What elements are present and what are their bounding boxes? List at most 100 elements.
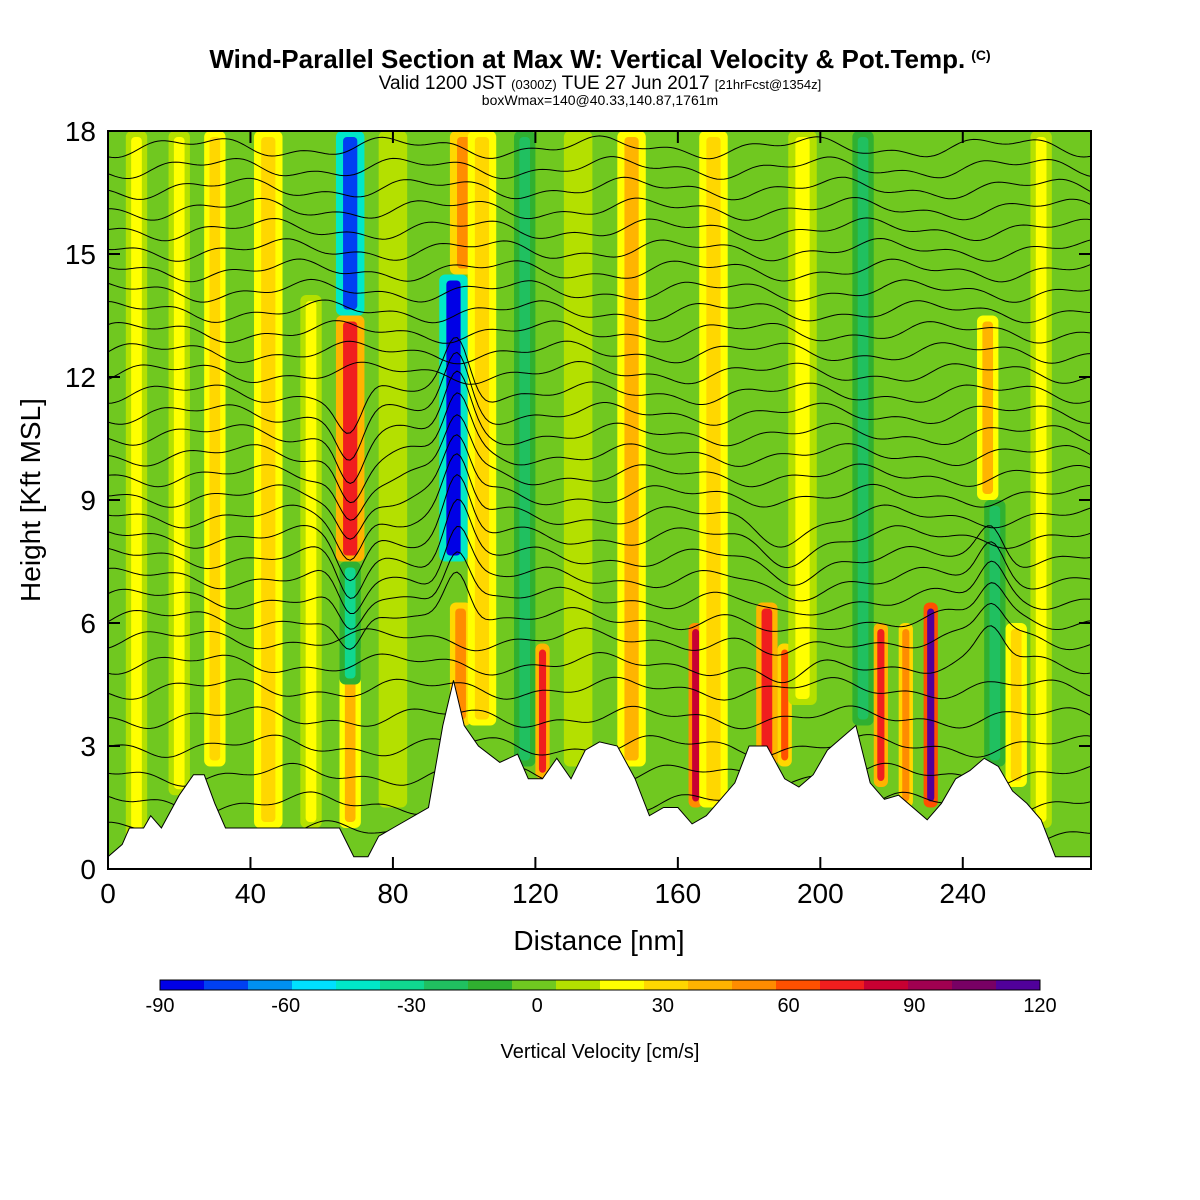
velocity-feature xyxy=(902,629,910,802)
colorbar-swatch xyxy=(864,980,908,990)
colorbar-swatch xyxy=(424,980,468,990)
velocity-feature xyxy=(261,137,276,822)
valid-utc: (0300Z) xyxy=(511,77,557,92)
colorbar-swatch xyxy=(644,980,688,990)
x-tick-label: 200 xyxy=(797,878,844,909)
theta-contour-line xyxy=(108,498,1091,599)
colorbar-swatch xyxy=(556,980,600,990)
y-tick-label: 15 xyxy=(65,239,96,270)
velocity-feature xyxy=(455,608,466,720)
colorbar-swatch xyxy=(468,980,512,990)
theta-contour-line xyxy=(108,625,1091,684)
forecast-info: [21hrFcst@1354z] xyxy=(714,77,822,92)
x-tick-label: 160 xyxy=(654,878,701,909)
y-tick-label: 12 xyxy=(65,362,96,393)
colorbar-swatch xyxy=(776,980,820,990)
velocity-feature xyxy=(209,137,221,761)
velocity-feature xyxy=(927,608,935,802)
theta-contour-line xyxy=(108,525,1091,614)
velocity-feature xyxy=(519,137,531,761)
colorbar-swatch xyxy=(204,980,248,990)
velocity-feature xyxy=(571,137,586,761)
velocity-feature xyxy=(538,649,547,773)
theta-contour-line xyxy=(108,676,1091,701)
box-info: boxWmax=140@40.33,140.87,1761m xyxy=(481,92,719,108)
velocity-feature xyxy=(624,137,639,761)
colorbar-tick-label: -30 xyxy=(397,995,426,1017)
x-tick-label: 80 xyxy=(377,878,408,909)
velocity-feature xyxy=(877,629,885,781)
title-main: Wind-Parallel Section at Max W: Vertical… xyxy=(209,44,966,74)
velocity-feature xyxy=(173,137,185,790)
theta-contour-line xyxy=(108,360,1091,385)
colorbar-label: Vertical Velocity [cm/s] xyxy=(501,1041,700,1063)
colorbar-swatch xyxy=(292,980,336,990)
y-tick-label: 3 xyxy=(80,731,96,762)
velocity-feature xyxy=(385,137,401,802)
theta-contour-line xyxy=(108,196,1091,221)
colorbar-swatch xyxy=(600,980,644,990)
x-tick-label: 0 xyxy=(100,878,116,909)
valid-date: TUE 27 Jun 2017 xyxy=(561,73,710,94)
velocity-feature xyxy=(344,567,356,679)
velocity-feature xyxy=(343,137,358,310)
velocity-feature xyxy=(989,506,1001,761)
colorbar-swatch xyxy=(732,980,776,990)
colorbar-swatch xyxy=(908,980,952,990)
theta-contour-line xyxy=(108,320,1091,344)
x-tick-label: 240 xyxy=(939,878,986,909)
x-axis-label: Distance [nm] xyxy=(513,925,684,956)
colorbar-swatch xyxy=(820,980,864,990)
theta-contour-line xyxy=(108,392,1091,504)
colorbar-swatch xyxy=(160,980,204,990)
theta-contour-line xyxy=(108,336,1091,434)
theta-contour-line xyxy=(108,278,1091,303)
theta-contour-line xyxy=(108,340,1091,365)
valid-prefix: Valid 1200 JST xyxy=(378,73,506,94)
y-tick-label: 0 xyxy=(80,854,96,885)
velocity-feature xyxy=(131,137,142,851)
theta-contour-line xyxy=(108,551,1091,630)
theta-contour-line xyxy=(108,299,1091,324)
theta-contour-line xyxy=(108,571,1091,650)
theta-contour-line xyxy=(108,237,1091,262)
colorbar-swatch xyxy=(512,980,556,990)
theta-contour-line xyxy=(108,434,1091,540)
chart-title: Wind-Parallel Section at Max W: Vertical… xyxy=(0,44,1200,75)
colorbar-swatch xyxy=(996,980,1040,990)
x-tick-label: 120 xyxy=(512,878,559,909)
theta-contour-line xyxy=(108,351,1091,461)
x-axis: 0 40 80 120 160 200 240 xyxy=(100,131,986,909)
velocity-feature xyxy=(761,608,773,761)
colorbar-frame xyxy=(159,979,1041,991)
velocity-feature xyxy=(781,649,789,761)
velocity-feature xyxy=(706,137,721,802)
y-axis-label: Height [Kft MSL] xyxy=(15,398,46,602)
theta-contour-line xyxy=(108,370,1091,485)
x-tick-label: 40 xyxy=(235,878,266,909)
y-tick-label: 6 xyxy=(80,608,96,639)
colorbar-tick-label: 30 xyxy=(652,995,674,1017)
colorbar-swatch xyxy=(248,980,292,990)
theta-contour-line xyxy=(108,453,1091,561)
theta-contour-line xyxy=(108,217,1091,242)
velocity-feature xyxy=(305,301,317,822)
theta-contour-line xyxy=(108,705,1091,730)
velocity-feature xyxy=(857,137,869,720)
colorbar-tick-label: -90 xyxy=(146,995,175,1017)
velocity-feature xyxy=(474,137,490,720)
theta-contour-line xyxy=(108,473,1091,582)
velocity-feature xyxy=(982,321,994,494)
colorbar-tick-label: 90 xyxy=(903,995,925,1017)
y-tick-label: 18 xyxy=(65,116,96,147)
theta-contour-line xyxy=(108,258,1091,283)
velocity-feature xyxy=(343,321,358,556)
colorbar-swatch xyxy=(380,980,424,990)
velocity-feature xyxy=(344,649,356,822)
colorbar-swatch xyxy=(688,980,732,990)
colorbar-swatch xyxy=(952,980,996,990)
copyright-mark: (C) xyxy=(971,47,991,63)
terrain-mask xyxy=(107,680,1092,870)
colorbar-tick-label: 0 xyxy=(532,995,543,1017)
